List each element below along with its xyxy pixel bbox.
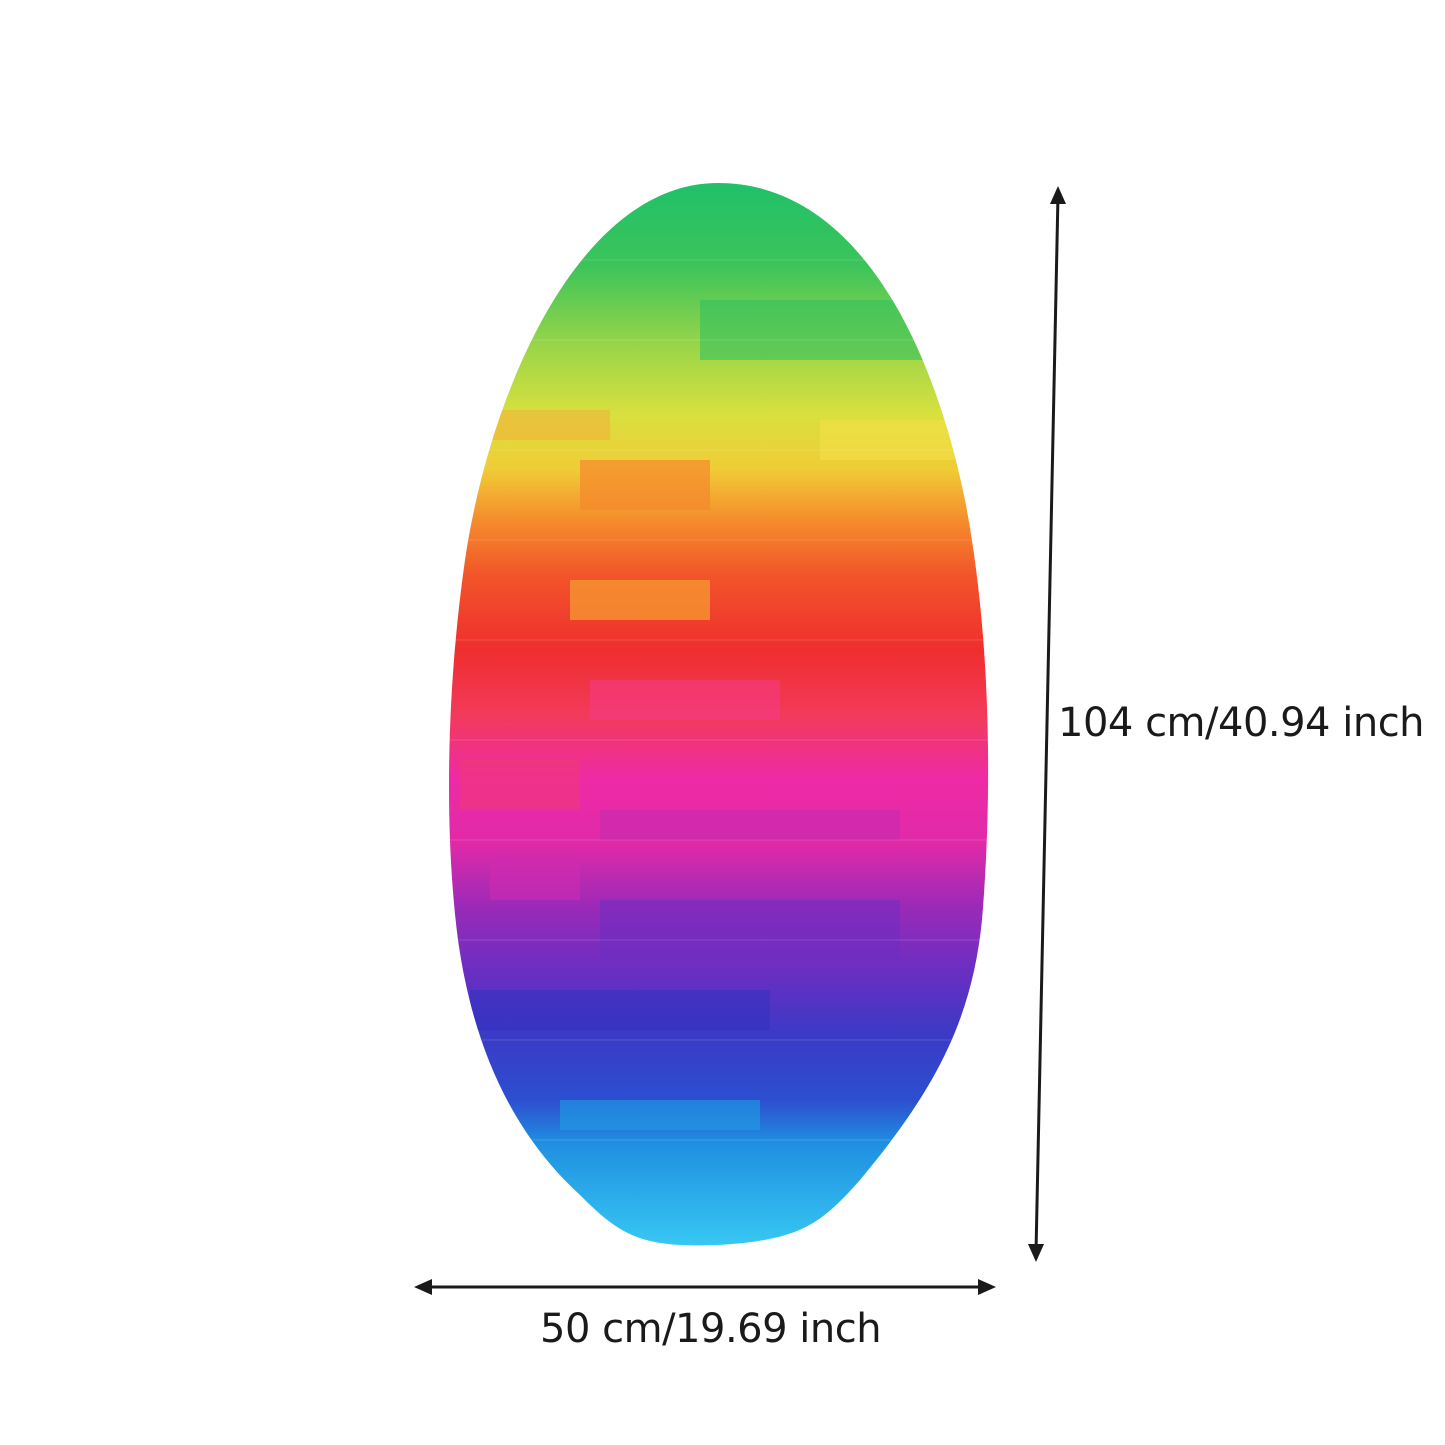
width-dimension-label: 50 cm/19.69 inch bbox=[540, 1306, 882, 1352]
width-dimension-arrow bbox=[414, 1279, 996, 1295]
height-dimension-arrow bbox=[1028, 186, 1066, 1262]
height-dimension-label: 104 cm/40.94 inch bbox=[1058, 700, 1425, 746]
